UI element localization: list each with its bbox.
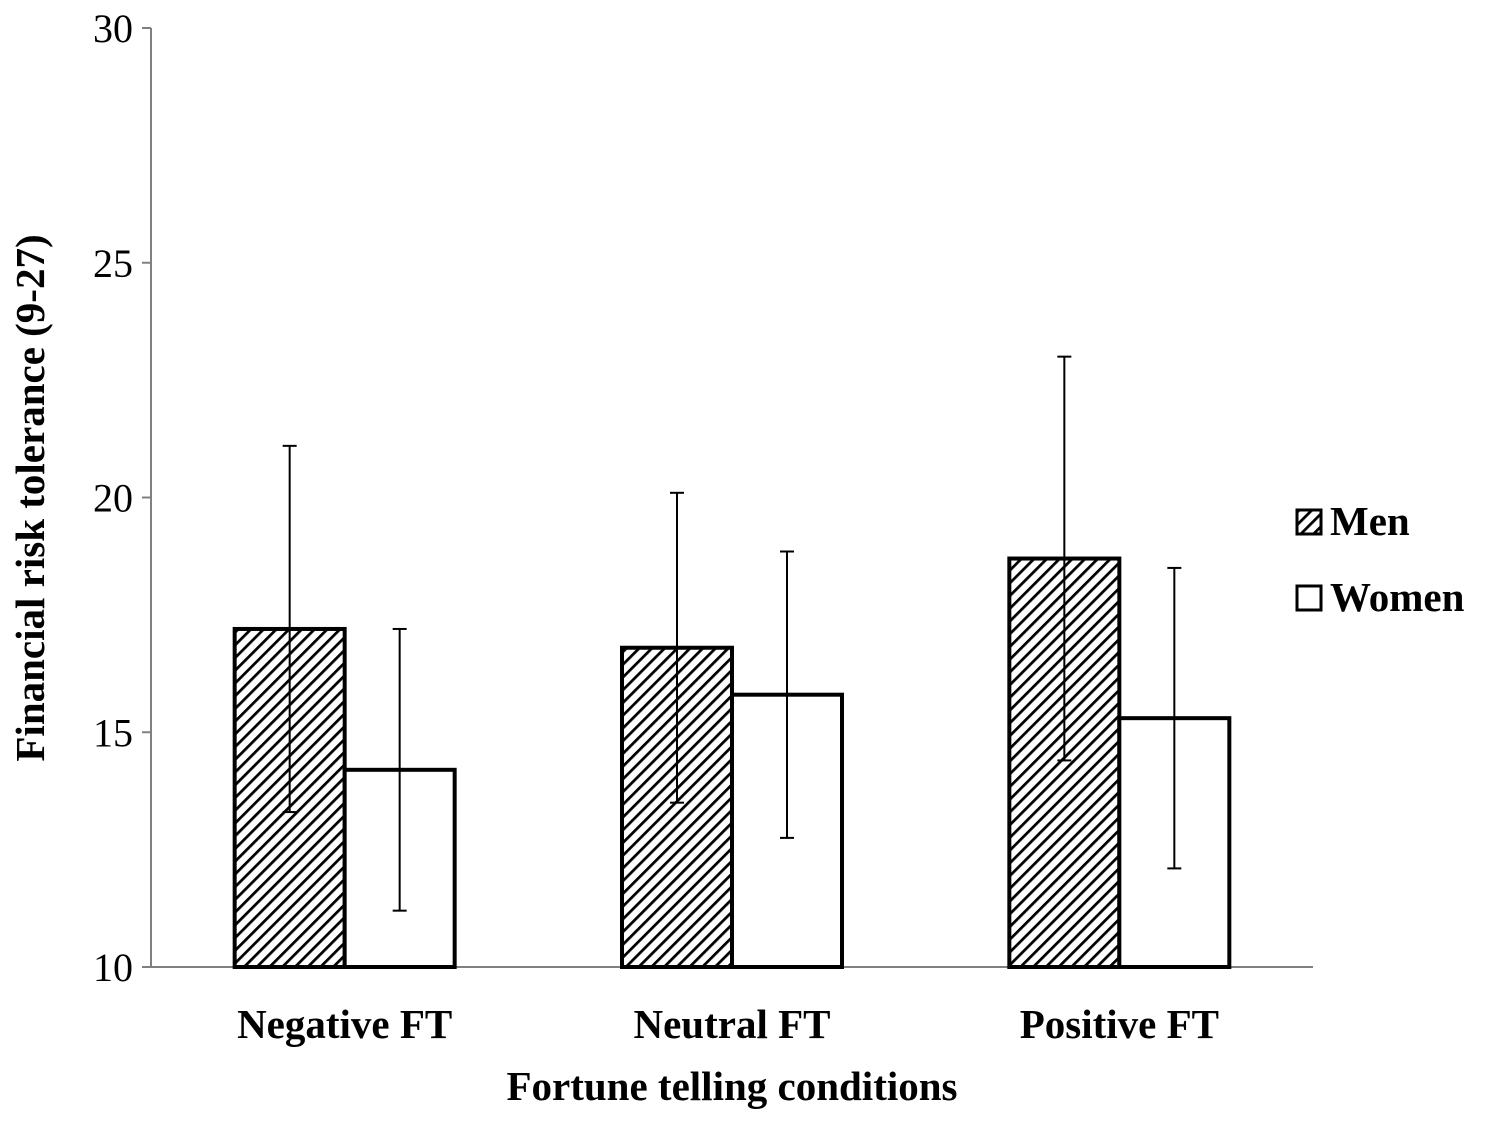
legend-swatch-women [1295, 584, 1323, 612]
bars [232, 556, 1232, 970]
y-axis-title: Financial risk tolerance (9-27) [7, 234, 53, 761]
x-axis-title: Fortune telling conditions [506, 1063, 957, 1109]
legend-swatch-men [1295, 508, 1323, 536]
y-tick-label: 10 [93, 945, 133, 990]
legend-label-men: Men [1330, 498, 1410, 544]
category-label-2: Neutral FT [634, 1001, 831, 1047]
error-bar-men-1 [282, 444, 297, 814]
category-labels: Negative FT Neutral FT Positive FT [237, 1001, 1219, 1047]
error-bar-women-1 [392, 627, 407, 912]
y-tick-label: 25 [93, 241, 133, 286]
y-ticks: 10 15 20 25 30 [93, 6, 151, 990]
legend-label-women: Women [1330, 574, 1465, 620]
y-tick-label: 15 [93, 710, 133, 755]
error-bar-women-3 [1167, 566, 1182, 870]
error-bar-women-2 [780, 550, 794, 839]
error-bar-men-3 [1057, 355, 1072, 762]
legend-item-women: Women [1295, 574, 1465, 620]
category-label-1: Negative FT [237, 1001, 452, 1047]
error-bars [282, 355, 1182, 912]
legend: Men Women [1295, 498, 1465, 620]
category-label-3: Positive FT [1020, 1001, 1219, 1047]
y-tick-label: 20 [93, 476, 133, 521]
y-tick-label: 30 [93, 6, 133, 51]
error-bar-men-2 [670, 491, 684, 804]
legend-item-men: Men [1295, 498, 1410, 544]
